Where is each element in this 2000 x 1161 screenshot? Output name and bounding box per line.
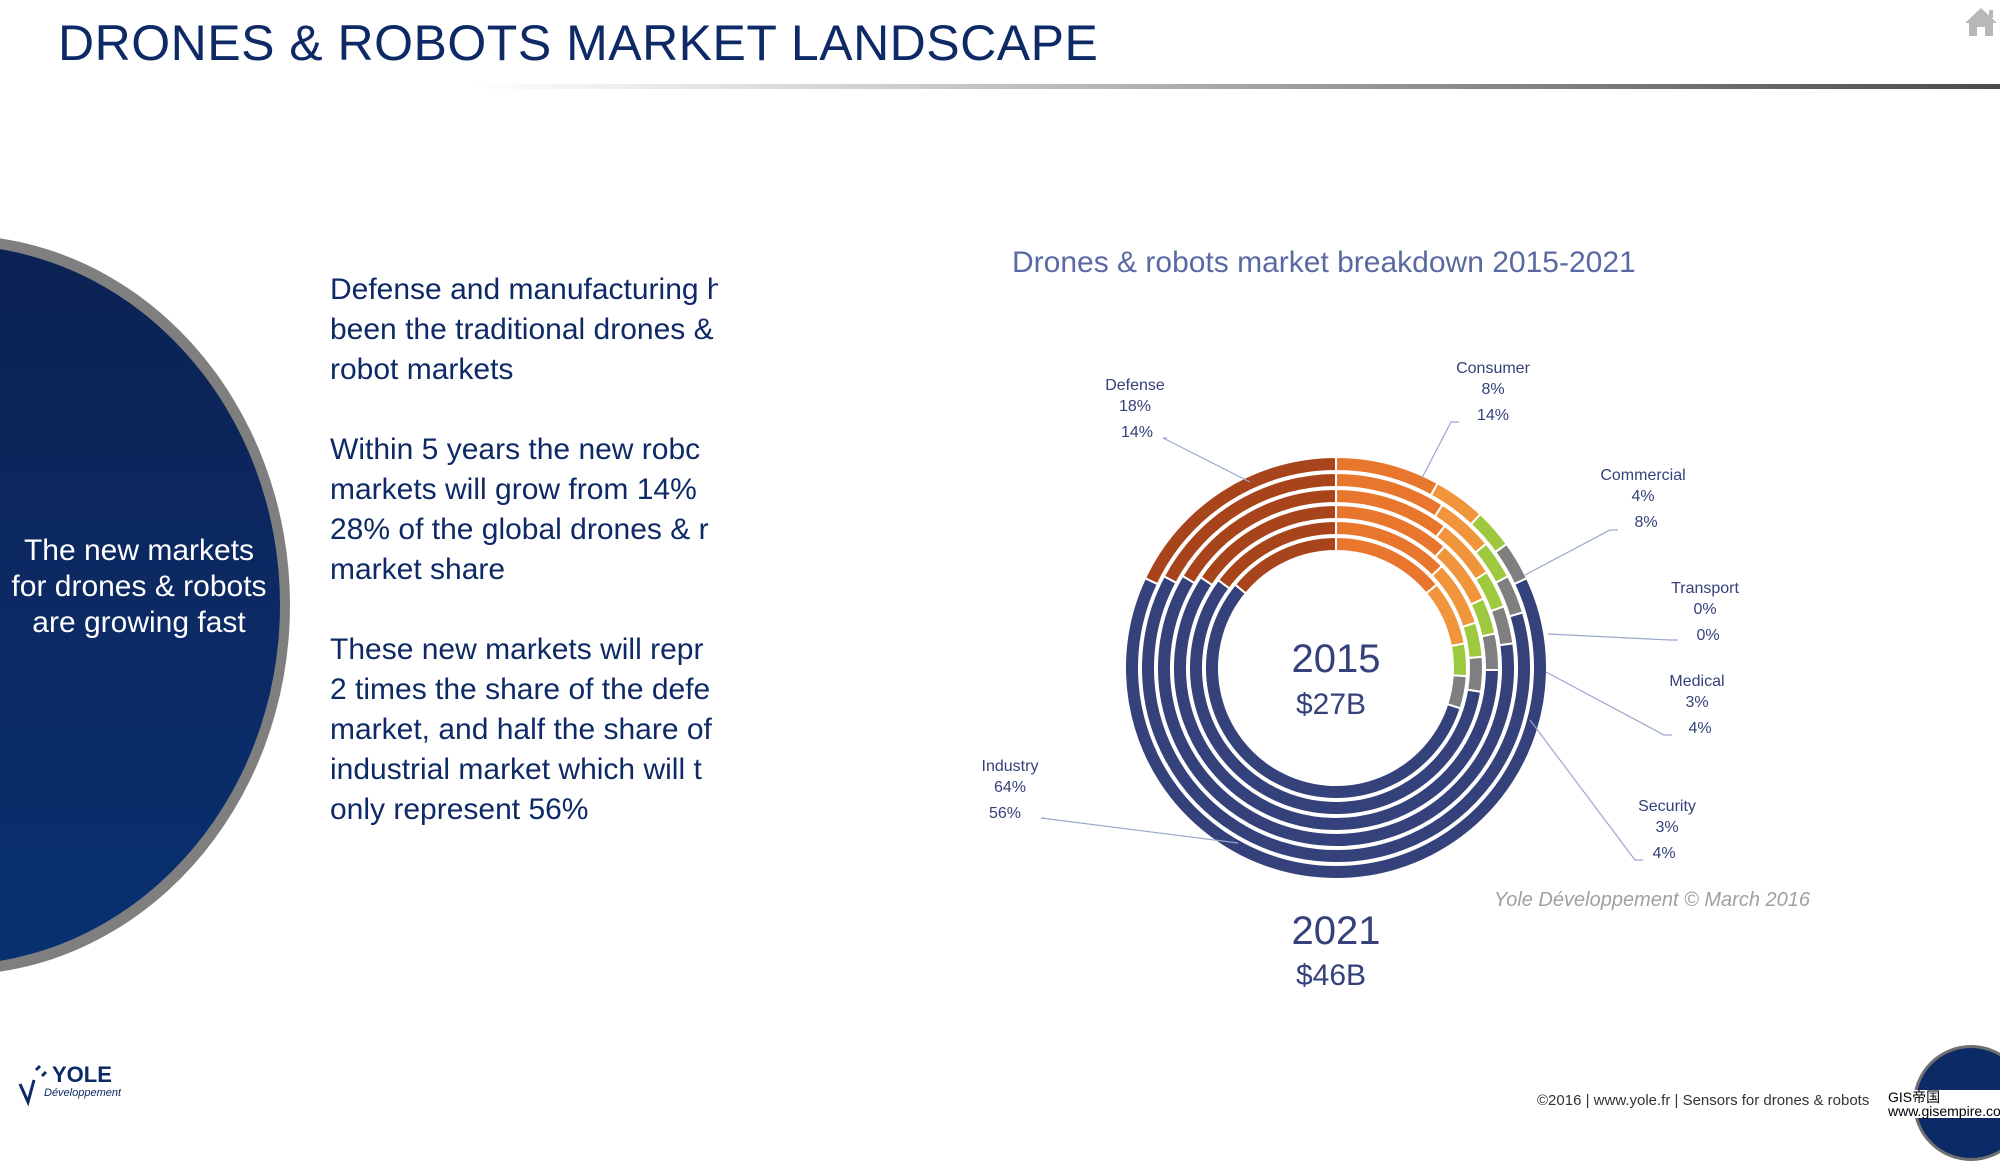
paragraph-2-line-4: market share: [330, 553, 506, 586]
label-name-consumer: Consumer: [1456, 360, 1530, 377]
paragraph-1-line-3: robot markets: [330, 353, 514, 386]
section-circle: [0, 235, 290, 975]
label-2021-industry: 64%: [994, 779, 1026, 796]
paragraph-3: These new markets will repr 2 times the …: [330, 630, 718, 830]
label-2015-commercial: 8%: [1634, 514, 1657, 531]
home-icon[interactable]: [1962, 2, 2000, 40]
yole-logo: YOLE Développement: [18, 1062, 122, 1107]
ring-segment-defense-2: [1216, 519, 1337, 590]
label-2015-defense: 14%: [1121, 424, 1153, 441]
label-2021-commercial: 4%: [1631, 488, 1654, 505]
label-name-security: Security: [1638, 798, 1696, 815]
leader-line-industry: [1040, 817, 1239, 844]
footer-text: ©2016 | www.yole.fr | Sensors for drones…: [1537, 1092, 1870, 1109]
paragraph-1-line-1: Defense and manufacturing h: [330, 273, 718, 306]
label-name-transport: Transport: [1671, 580, 1739, 597]
ring-segment-defense-6: [1143, 455, 1337, 586]
watermark: GIS帝国 www.gisempire.com: [1885, 1090, 2000, 1118]
paragraph-3-line-4: industrial market which will t: [330, 753, 702, 786]
ring-segment-medical-1: [1449, 642, 1468, 678]
leader-line-security: [1529, 719, 1643, 861]
ring-segment-security-3: [1480, 632, 1500, 672]
leader-line-medical: [1545, 671, 1672, 736]
ring-segment-defense-5: [1162, 471, 1337, 585]
paragraph-3-line-1: These new markets will repr: [330, 633, 704, 666]
source-note: Yole Développement © March 2016: [1494, 889, 1811, 911]
paragraph-3-line-5: only represent 56%: [330, 793, 589, 826]
leader-line-consumer: [1421, 421, 1459, 479]
label-2021-consumer: 8%: [1481, 381, 1504, 398]
ring-segment-defense-3: [1199, 503, 1337, 587]
label-2015-transport: 0%: [1696, 627, 1719, 644]
paragraph-3-line-2: 2 times the share of the defe: [330, 673, 711, 706]
watermark-line-2: www.gisempire.com: [1888, 1103, 2000, 1119]
section-circle-text: The new markets for drones & robots are …: [11, 534, 267, 639]
paragraph-1-line-2: been the traditional drones &: [330, 313, 714, 346]
label-name-industry: Industry: [982, 758, 1039, 775]
label-2021-security: 3%: [1655, 819, 1678, 836]
outer-value-label: $46B: [1296, 959, 1366, 992]
chart-title: Drones & robots market breakdown 2015-20…: [1012, 246, 1636, 279]
paragraph-1: Defense and manufacturing h been the tra…: [330, 270, 718, 390]
ring-segment-security-2: [1466, 655, 1484, 694]
watermark-line-1: GIS帝国: [1888, 1089, 1941, 1105]
ring-segment-defense-4: [1181, 487, 1337, 585]
label-2021-defense: 18%: [1119, 398, 1151, 415]
label-2015-industry: 56%: [989, 805, 1021, 822]
leader-line-transport: [1547, 633, 1678, 641]
label-2015-consumer: 14%: [1477, 407, 1509, 424]
paragraph-2-line-2: markets will grow from 14%: [330, 473, 697, 506]
ring-segment-defense-1: [1233, 535, 1337, 595]
paragraph-2-line-1: Within 5 years the new robc: [330, 433, 701, 466]
leader-line-commercial: [1524, 529, 1618, 576]
label-name-commercial: Commercial: [1600, 467, 1685, 484]
svg-text:Développement: Développement: [44, 1087, 122, 1099]
label-2015-medical: 4%: [1688, 720, 1711, 737]
svg-text:YOLE: YOLE: [52, 1062, 112, 1087]
label-2021-transport: 0%: [1693, 601, 1716, 618]
label-2015-security: 4%: [1652, 845, 1675, 862]
inner-year-label: 2015: [1292, 637, 1381, 681]
leader-line-defense: [1162, 437, 1251, 483]
inner-value-label: $27B: [1296, 688, 1366, 721]
label-name-medical: Medical: [1669, 673, 1724, 690]
donut-chart: Consumer 8% 14% Commercial 4% 8% Transport 0% 0%…: [982, 360, 1811, 992]
title-divider: [470, 84, 2000, 89]
paragraph-3-line-3: market, and half the share of: [330, 713, 712, 746]
page-title: DRONES & ROBOTS MARKET LANDSCAPE: [58, 15, 1099, 71]
outer-year-label: 2021: [1292, 909, 1381, 953]
paragraph-2: Within 5 years the new robc markets will…: [330, 430, 718, 590]
label-2021-medical: 3%: [1685, 694, 1708, 711]
paragraph-2-line-3: 28% of the global drones & r: [330, 513, 709, 546]
label-name-defense: Defense: [1105, 377, 1165, 394]
body-text: Defense and manufacturing h been the tra…: [330, 270, 718, 870]
